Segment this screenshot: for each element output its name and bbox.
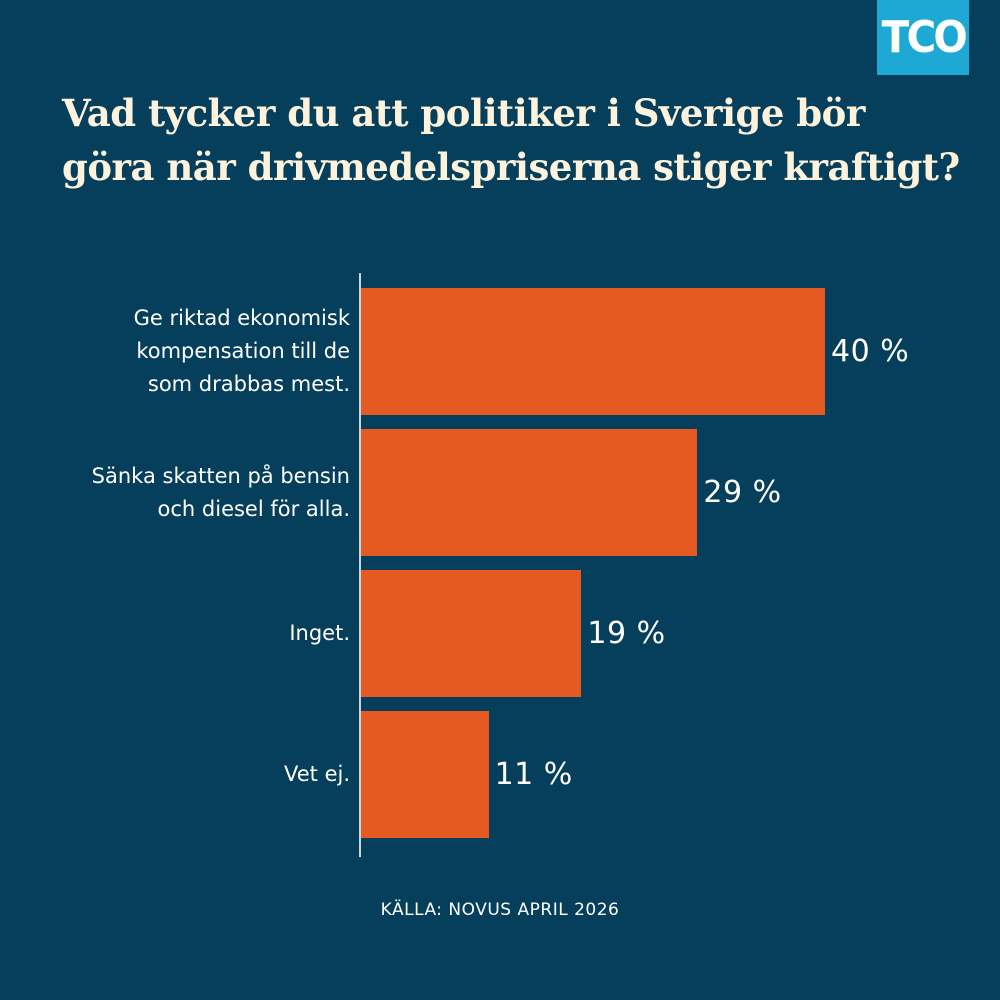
category-label-4: Vet ej.	[284, 762, 350, 786]
chart-title: Vad tycker du att politiker i Sverige bö…	[62, 91, 960, 189]
value-label-2: 29 %	[703, 475, 782, 510]
bar-2	[361, 429, 698, 556]
category-label-2: Sänka skatten på bensin och diesel för al…	[91, 463, 350, 521]
value-label-1: 40 %	[831, 334, 910, 369]
value-label-4: 11 %	[494, 757, 573, 792]
category-label-1: Ge riktad ekonomisk kompensation till de s…	[133, 306, 350, 396]
bar-3	[361, 570, 582, 697]
bar-1	[361, 288, 825, 415]
tco-logo: TCO	[877, 0, 969, 75]
category-axis-line	[359, 273, 361, 857]
logo-text: TCO	[881, 11, 967, 63]
source-note: KÄLLA: NOVUS APRIL 2026	[380, 900, 620, 920]
value-label-3: 19 %	[587, 616, 666, 651]
bar-4	[361, 711, 489, 838]
category-label-3: Inget.	[289, 621, 350, 645]
